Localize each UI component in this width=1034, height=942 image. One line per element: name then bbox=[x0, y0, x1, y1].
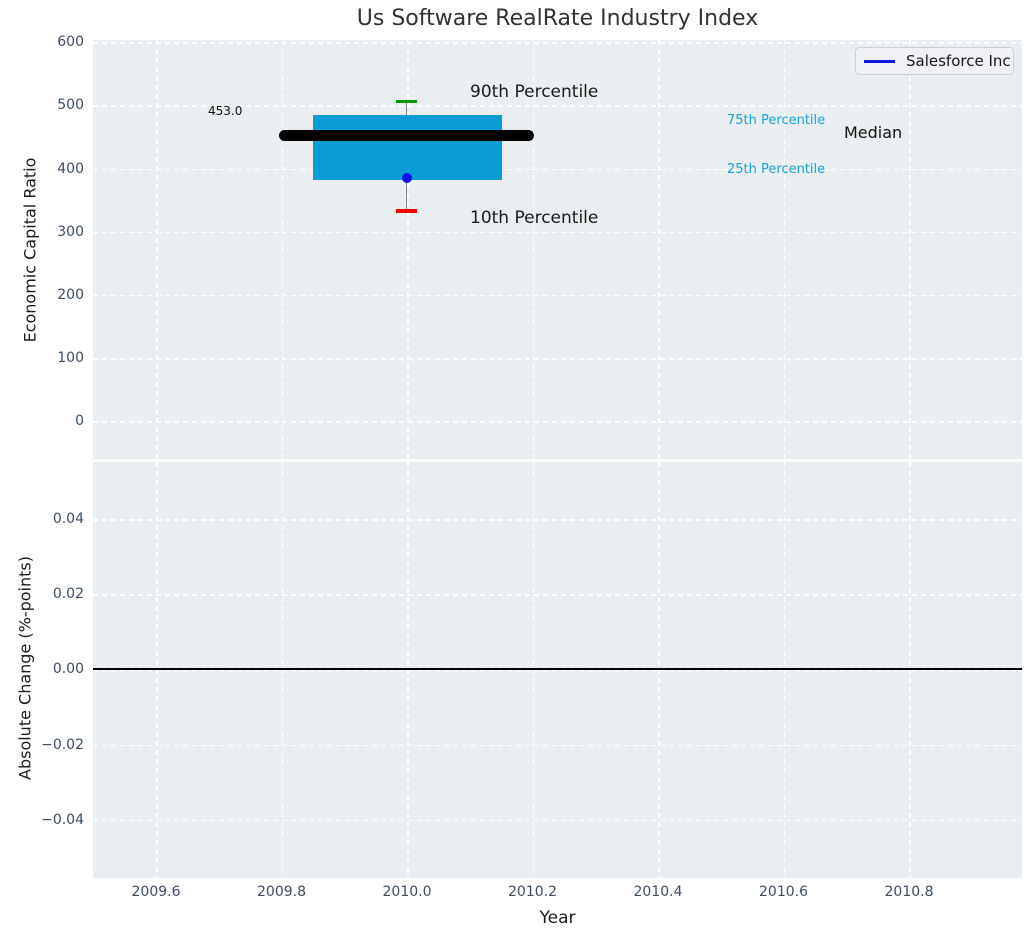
y-tick-label: −0.04 bbox=[41, 811, 84, 828]
gridline bbox=[909, 40, 911, 459]
median-value-annotation: 453.0 bbox=[208, 104, 243, 118]
x-axis-label: Year bbox=[539, 908, 576, 928]
gridline bbox=[156, 40, 158, 459]
x-tick-label: 2009.6 bbox=[131, 884, 181, 900]
y-tick-label: 600 bbox=[57, 34, 84, 50]
x-tick-label: 2010.2 bbox=[508, 884, 557, 900]
gridline bbox=[93, 819, 1022, 822]
y-tick-label: 0.00 bbox=[52, 661, 84, 678]
gridline bbox=[658, 40, 660, 459]
y-tick-label: 0.02 bbox=[52, 586, 84, 603]
gridline bbox=[93, 168, 1022, 171]
gridline bbox=[93, 358, 1022, 360]
x-tick-label: 2009.8 bbox=[257, 884, 306, 900]
top-axes: 453.0 90th Percentile 10th Percentile 75… bbox=[93, 40, 1022, 459]
y-tick-label: 300 bbox=[57, 223, 84, 240]
gridline bbox=[93, 42, 1022, 44]
gridline bbox=[93, 519, 1022, 521]
x-tick-label: 2010.8 bbox=[884, 884, 934, 900]
y-tick-label: −0.02 bbox=[41, 736, 84, 753]
median-annotation: Median bbox=[844, 123, 903, 142]
p10-cap bbox=[396, 209, 417, 213]
y-tick-label: 200 bbox=[57, 286, 84, 303]
gridline bbox=[532, 40, 535, 459]
p90-annotation: 90th Percentile bbox=[470, 82, 599, 102]
y-tick-label: 500 bbox=[57, 97, 84, 114]
legend: Salesforce Inc bbox=[855, 47, 1014, 75]
legend-line-sample bbox=[864, 59, 895, 63]
gridline bbox=[93, 594, 1022, 596]
bottom-axes bbox=[93, 462, 1022, 878]
gridline bbox=[93, 744, 1022, 747]
gridline bbox=[93, 231, 1022, 234]
y-tick-label: 0.04 bbox=[52, 511, 84, 527]
x-tick-label: 2010.4 bbox=[633, 884, 683, 900]
y-tick-label: 100 bbox=[57, 350, 84, 367]
legend-label: Salesforce Inc bbox=[906, 52, 1011, 70]
chart-title: Us Software RealRate Industry Index bbox=[356, 6, 759, 31]
zero-line bbox=[93, 668, 1022, 671]
percentile-box bbox=[313, 114, 502, 180]
p75-annotation: 75th Percentile bbox=[727, 113, 826, 128]
gridline bbox=[281, 40, 284, 459]
gridline bbox=[93, 294, 1022, 297]
y-tick-label: 0 bbox=[75, 413, 84, 430]
gridline bbox=[783, 40, 786, 459]
p90-cap bbox=[396, 99, 417, 103]
bottom-y-axis-label: Absolute Change (%-points) bbox=[15, 556, 35, 780]
gridline bbox=[93, 105, 1022, 107]
x-tick-label: 2010.6 bbox=[759, 884, 808, 900]
gridline bbox=[93, 421, 1022, 423]
y-tick-label: 400 bbox=[57, 160, 84, 177]
median-line bbox=[278, 130, 534, 141]
x-tick-label: 2010.0 bbox=[382, 884, 432, 900]
gridline bbox=[407, 40, 409, 459]
p10-annotation: 10th Percentile bbox=[470, 208, 599, 228]
p25-annotation: 25th Percentile bbox=[727, 162, 826, 177]
top-y-axis-label: Economic Capital Ratio bbox=[20, 157, 40, 343]
salesforce-marker bbox=[402, 173, 412, 183]
